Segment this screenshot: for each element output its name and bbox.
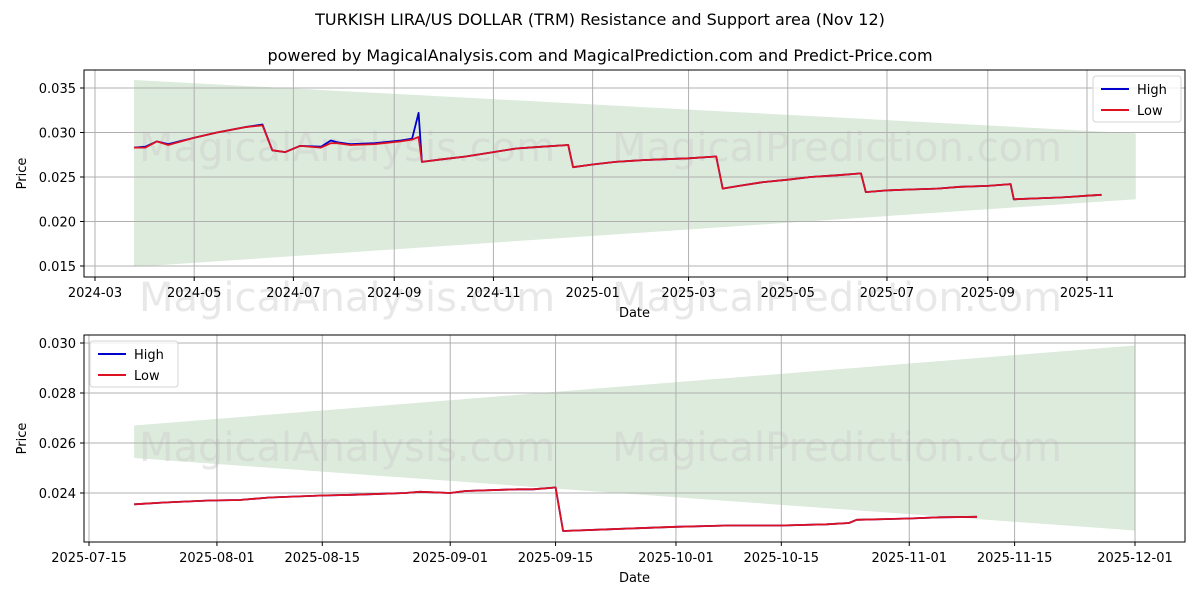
- plot-frame: [83, 69, 1186, 278]
- x-tick-label: 2024-09: [367, 286, 421, 301]
- y-tick-label: 0.015: [39, 260, 76, 275]
- y-tick-label: 0.028: [39, 387, 76, 402]
- legend-label-high: High: [1137, 83, 1167, 98]
- y-tick-label: 0.025: [39, 171, 76, 186]
- resistance-support-band: [134, 79, 1136, 267]
- x-tick-label: 2024-05: [167, 286, 221, 301]
- x-tick-label: 2025-11-01: [871, 551, 947, 566]
- chart-title: TURKISH LIRA/US DOLLAR (TRM) Resistance …: [315, 10, 885, 29]
- x-axis-label: Date: [619, 306, 650, 321]
- y-tick-label: 0.024: [39, 487, 76, 502]
- y-tick-label: 0.020: [39, 216, 76, 231]
- x-tick-label: 2025-08-01: [179, 551, 255, 566]
- legend-label-low: Low: [134, 369, 160, 384]
- watermark-text: MagicalPrediction.com: [612, 275, 1062, 321]
- x-tick-label: 2025-11: [1060, 286, 1114, 301]
- x-tick-label: 2025-08-15: [284, 551, 360, 566]
- watermark-text: MagicalPrediction.com: [612, 425, 1062, 471]
- chart-legend: High Low: [1092, 75, 1182, 123]
- legend-label-low: Low: [1137, 104, 1163, 119]
- x-tick-label: 2025-09-01: [412, 551, 488, 566]
- y-tick-label: 0.030: [39, 337, 76, 352]
- y-tick-label: 0.035: [39, 82, 76, 97]
- watermark: MagicalAnalysis.com MagicalPrediction.com: [139, 425, 1062, 471]
- y-axis-label: Price: [15, 423, 30, 455]
- y-tick-label: 0.026: [39, 437, 76, 452]
- x-tick-label: 2025-07-15: [51, 551, 127, 566]
- x-tick-label: 2025-12-01: [1097, 551, 1173, 566]
- x-tick-label: 2024-03: [68, 286, 122, 301]
- x-tick-label: 2025-05: [761, 286, 815, 301]
- watermark-text: MagicalAnalysis.com: [139, 425, 555, 471]
- x-tick-label: 2025-10-15: [744, 551, 820, 566]
- legend-label-high: High: [134, 348, 164, 363]
- chart-subtitle: powered by MagicalAnalysis.com and Magic…: [267, 46, 933, 65]
- x-tick-label: 2024-11: [466, 286, 520, 301]
- top-price-chart: MagicalAnalysis.com MagicalPrediction.com…: [15, 69, 1186, 321]
- plot-frame: [83, 334, 1186, 543]
- chart-legend: High Low: [89, 340, 179, 388]
- x-tick-label: 2025-09: [961, 286, 1015, 301]
- series-low-line: [134, 124, 1102, 201]
- resistance-support-band: [134, 345, 1136, 531]
- series-low-line: [134, 486, 978, 532]
- watermark: MagicalAnalysis.com MagicalPrediction.com…: [139, 125, 1062, 321]
- x-tick-label: 2025-11-15: [977, 551, 1053, 566]
- x-axis-label: Date: [619, 571, 650, 586]
- x-tick-label: 2025-01: [565, 286, 619, 301]
- y-tick-label: 0.030: [39, 127, 76, 142]
- x-tick-label: 2024-07: [266, 286, 320, 301]
- x-tick-label: 2025-09-15: [518, 551, 594, 566]
- x-tick-label: 2025-10-01: [638, 551, 714, 566]
- y-axis-label: Price: [15, 158, 30, 190]
- x-tick-label: 2025-07: [860, 286, 914, 301]
- watermark-text: MagicalAnalysis.com: [139, 275, 555, 321]
- x-tick-label: 2025-03: [661, 286, 715, 301]
